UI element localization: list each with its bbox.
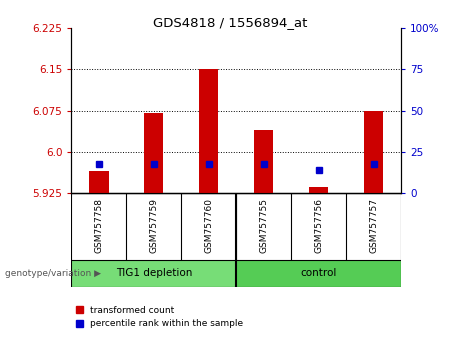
Bar bbox=[89, 171, 108, 193]
Bar bbox=[364, 110, 383, 193]
Text: GSM757758: GSM757758 bbox=[95, 198, 103, 253]
Bar bbox=[236, 260, 401, 287]
Text: GSM757755: GSM757755 bbox=[259, 198, 268, 253]
Text: GDS4818 / 1556894_at: GDS4818 / 1556894_at bbox=[154, 16, 307, 29]
Text: GSM757759: GSM757759 bbox=[149, 198, 159, 253]
Text: GSM757760: GSM757760 bbox=[204, 198, 213, 253]
Text: genotype/variation ▶: genotype/variation ▶ bbox=[5, 269, 100, 278]
Bar bbox=[199, 69, 219, 193]
Text: TIG1 depletion: TIG1 depletion bbox=[116, 268, 192, 279]
Bar bbox=[144, 113, 164, 193]
Text: GSM757757: GSM757757 bbox=[369, 198, 378, 253]
Bar bbox=[71, 260, 236, 287]
Text: GSM757756: GSM757756 bbox=[314, 198, 323, 253]
Text: control: control bbox=[301, 268, 337, 279]
Legend: transformed count, percentile rank within the sample: transformed count, percentile rank withi… bbox=[76, 306, 243, 328]
Bar bbox=[254, 130, 273, 193]
Bar bbox=[309, 187, 328, 193]
